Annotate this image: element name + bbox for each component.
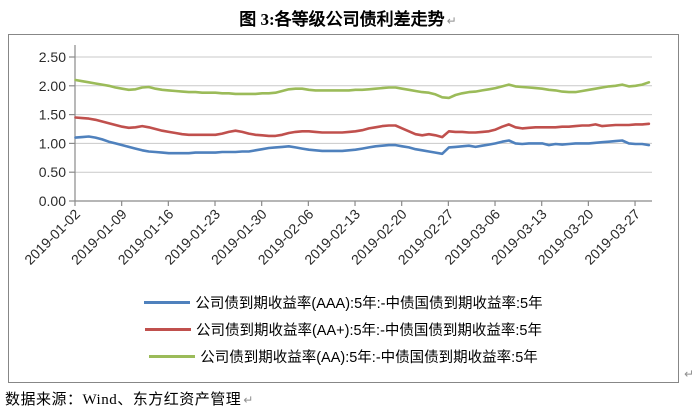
figure-title: 图 3:各等级公司债利差走势 — [239, 10, 445, 29]
legend-item-aa-plus[interactable]: 公司债到期收益率(AA+):5年:-中债国债到期收益率:5年 — [9, 316, 678, 343]
paragraph-mark-after-chart-icon: ↵ — [684, 367, 695, 381]
svg-text:1.50: 1.50 — [39, 107, 66, 123]
chart-svg: 0.000.501.001.502.002.502019-01-022019-0… — [21, 45, 652, 268]
paragraph-mark-icon: ↵ — [446, 14, 457, 28]
legend-label-aa-plus: 公司债到期收益率(AA+):5年:-中债国债到期收益率:5年 — [195, 323, 542, 339]
series-line-0 — [74, 135, 651, 156]
chart-legend: 公司债到期收益率(AAA):5年:-中债国债到期收益率:5年 公司债到期收益率(… — [9, 289, 678, 370]
series-line-1 — [74, 116, 651, 139]
svg-text:2.00: 2.00 — [39, 78, 66, 94]
data-source-note: 数据来源：Wind、东方红资产管理 ↵ — [5, 388, 254, 409]
series-line-2 — [74, 78, 651, 100]
svg-text:1.00: 1.00 — [39, 135, 66, 151]
legend-label-aa: 公司债到期收益率(AA):5年:-中债国债到期收益率:5年 — [200, 350, 538, 366]
chart-container[interactable]: 0.00 0.50 1.00 1.50 2.00 2.50 2019-01-02 2019-0… — [8, 34, 679, 383]
paragraph-mark-source-icon: ↵ — [243, 393, 254, 407]
svg-text:0.00: 0.00 — [39, 193, 66, 209]
svg-text:2.50: 2.50 — [39, 49, 66, 65]
legend-swatch-aa-icon — [149, 354, 196, 359]
axes — [69, 45, 652, 206]
legend-item-aaa[interactable]: 公司债到期收益率(AAA):5年:-中债国债到期收益率:5年 — [9, 289, 678, 316]
data-source-text: 数据来源：Wind、东方红资产管理 — [5, 392, 242, 408]
legend-item-aa[interactable]: 公司债到期收益率(AA):5年:-中债国债到期收益率:5年 — [9, 343, 678, 370]
svg-text:0.50: 0.50 — [39, 164, 66, 180]
gridlines — [75, 56, 652, 173]
legend-label-aaa: 公司债到期收益率(AAA):5年:-中债国债到期收益率:5年 — [195, 296, 543, 312]
figure-title-row: 图 3:各等级公司债利差走势 ↵ — [0, 5, 696, 30]
legend-swatch-aa-plus-icon — [144, 327, 191, 332]
legend-swatch-aaa-icon — [144, 300, 191, 305]
axis-labels: 0.000.501.001.502.002.502019-01-022019-0… — [21, 49, 643, 268]
